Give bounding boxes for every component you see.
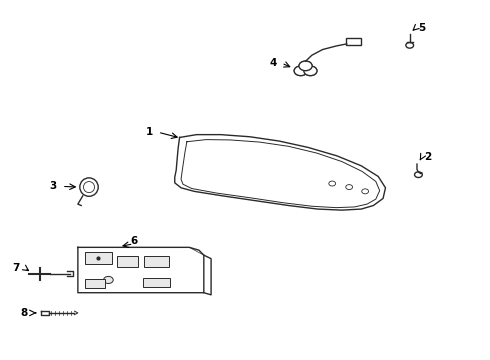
Text: 1: 1 [146,127,153,137]
Bar [143,278,170,287]
Text: 3: 3 [50,181,57,192]
Text: 6: 6 [130,236,137,246]
Circle shape [294,66,307,76]
Circle shape [299,61,312,71]
Circle shape [304,66,317,76]
Bar [346,38,361,45]
Bar [117,256,138,267]
Circle shape [294,66,307,76]
Bar [85,279,105,288]
Circle shape [304,66,317,76]
Text: 4: 4 [269,58,276,68]
Bar [85,252,112,264]
Text: 7: 7 [12,263,20,273]
Text: 8: 8 [21,308,28,318]
Text: 5: 5 [418,23,426,33]
Circle shape [299,61,312,71]
Text: 2: 2 [424,152,432,162]
Circle shape [103,276,113,283]
Bar [144,256,170,267]
